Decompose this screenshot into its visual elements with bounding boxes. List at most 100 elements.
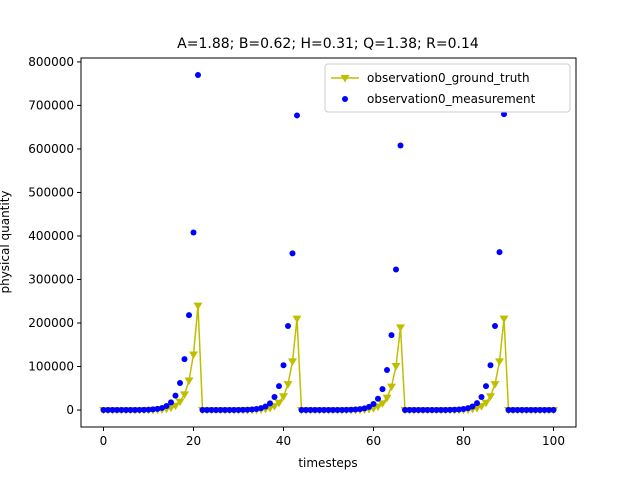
y-axis-label: physical quantity bbox=[0, 190, 12, 293]
scatter-point bbox=[348, 406, 354, 413]
scatter-point bbox=[492, 323, 498, 330]
scatter-point bbox=[505, 407, 512, 414]
scatter-point bbox=[150, 406, 156, 413]
y-tick-label: 100000 bbox=[28, 360, 74, 374]
scatter-point bbox=[514, 407, 521, 414]
scatter-point bbox=[118, 407, 125, 414]
scatter-point bbox=[181, 356, 188, 363]
triangle-marker bbox=[378, 400, 387, 408]
scatter-point bbox=[546, 407, 552, 414]
scatter-point bbox=[109, 407, 116, 414]
scatter-point bbox=[361, 405, 368, 412]
scatter-point bbox=[411, 407, 417, 414]
scatter-point bbox=[244, 406, 251, 413]
scatter-point bbox=[330, 407, 336, 414]
scatter-point bbox=[528, 407, 534, 414]
scatter-point bbox=[262, 403, 269, 410]
scatter-point bbox=[388, 332, 395, 339]
scatter-point bbox=[222, 407, 228, 414]
legend-label: observation0_measurement bbox=[367, 92, 536, 106]
scatter-point bbox=[145, 406, 152, 413]
scatter-point bbox=[208, 407, 215, 414]
scatter-point bbox=[402, 407, 408, 414]
scatter-point bbox=[190, 229, 197, 236]
scatter-point bbox=[226, 407, 233, 414]
scatter-point bbox=[105, 407, 111, 414]
scatter-point bbox=[235, 406, 242, 413]
scatter-point bbox=[123, 407, 129, 414]
scatter-point bbox=[312, 407, 318, 414]
scatter-point bbox=[127, 407, 134, 414]
scatter-point bbox=[298, 407, 305, 414]
scatter-point bbox=[141, 406, 147, 413]
scatter-point bbox=[307, 407, 314, 414]
scatter-point bbox=[240, 406, 246, 413]
triangle-marker bbox=[495, 358, 504, 366]
scatter-point bbox=[271, 393, 278, 400]
scatter-point bbox=[550, 407, 557, 414]
legend-label: observation0_ground_truth bbox=[367, 71, 530, 85]
triangle-marker bbox=[184, 377, 194, 385]
scatter-point bbox=[406, 407, 413, 414]
scatter-point bbox=[321, 407, 327, 414]
scatter-point bbox=[154, 405, 161, 412]
scatter-point bbox=[424, 407, 431, 414]
x-tick-label: 100 bbox=[542, 434, 565, 448]
triangle-marker bbox=[292, 315, 302, 324]
scatter-point bbox=[316, 407, 323, 414]
triangle-marker bbox=[193, 302, 203, 311]
y-tick-label: 600000 bbox=[28, 142, 74, 156]
scatter-point bbox=[285, 323, 291, 330]
triangle-marker bbox=[288, 358, 297, 366]
y-tick-label: 200000 bbox=[28, 316, 74, 330]
scatter-point bbox=[114, 407, 120, 414]
scatter-point bbox=[172, 392, 179, 399]
scatter-point bbox=[231, 406, 237, 413]
scatter-point bbox=[370, 401, 377, 408]
scatter-point bbox=[294, 112, 300, 119]
triangle-marker bbox=[283, 381, 293, 389]
triangle-marker bbox=[274, 399, 284, 408]
scatter-point bbox=[487, 362, 494, 369]
scatter-point bbox=[375, 395, 381, 402]
x-tick-label: 80 bbox=[456, 434, 471, 448]
scatter-point bbox=[496, 249, 503, 256]
y-tick-label: 300000 bbox=[28, 272, 74, 286]
x-tick-label: 40 bbox=[276, 434, 291, 448]
scatter-point bbox=[177, 380, 183, 387]
x-tick-label: 20 bbox=[186, 434, 201, 448]
plot-frame bbox=[80, 57, 577, 428]
scatter-point bbox=[195, 71, 201, 78]
legend: observation0_ground_truth observation0_me… bbox=[324, 63, 571, 113]
scatter-point bbox=[433, 407, 440, 414]
scatter-point bbox=[199, 407, 206, 414]
scatter-point bbox=[168, 399, 174, 406]
scatter-point bbox=[258, 405, 264, 412]
scatter-point bbox=[532, 407, 539, 414]
scatter-point bbox=[186, 312, 192, 319]
scatter-point bbox=[352, 406, 359, 413]
scatter-point bbox=[393, 266, 399, 273]
legend-marker bbox=[340, 75, 350, 83]
scatter-point bbox=[334, 406, 341, 413]
scatter-point bbox=[253, 406, 260, 413]
scatter-point bbox=[217, 407, 224, 414]
scatter-point bbox=[159, 404, 165, 411]
scatter-point bbox=[429, 407, 435, 414]
triangle-marker bbox=[180, 391, 189, 399]
scatter-point bbox=[541, 407, 548, 414]
triangle-marker bbox=[499, 315, 509, 324]
scatter-point bbox=[510, 407, 516, 414]
scatter-point bbox=[379, 386, 386, 393]
scatter-point bbox=[478, 393, 485, 400]
triangle-marker bbox=[279, 393, 288, 401]
triangle-marker bbox=[382, 394, 392, 403]
triangle-marker bbox=[189, 351, 198, 359]
y-tick-label: 500000 bbox=[28, 185, 74, 199]
scatter-point bbox=[460, 406, 467, 413]
scatter-point bbox=[289, 250, 296, 257]
scatter-point bbox=[420, 407, 426, 414]
scatter-point bbox=[339, 406, 345, 413]
